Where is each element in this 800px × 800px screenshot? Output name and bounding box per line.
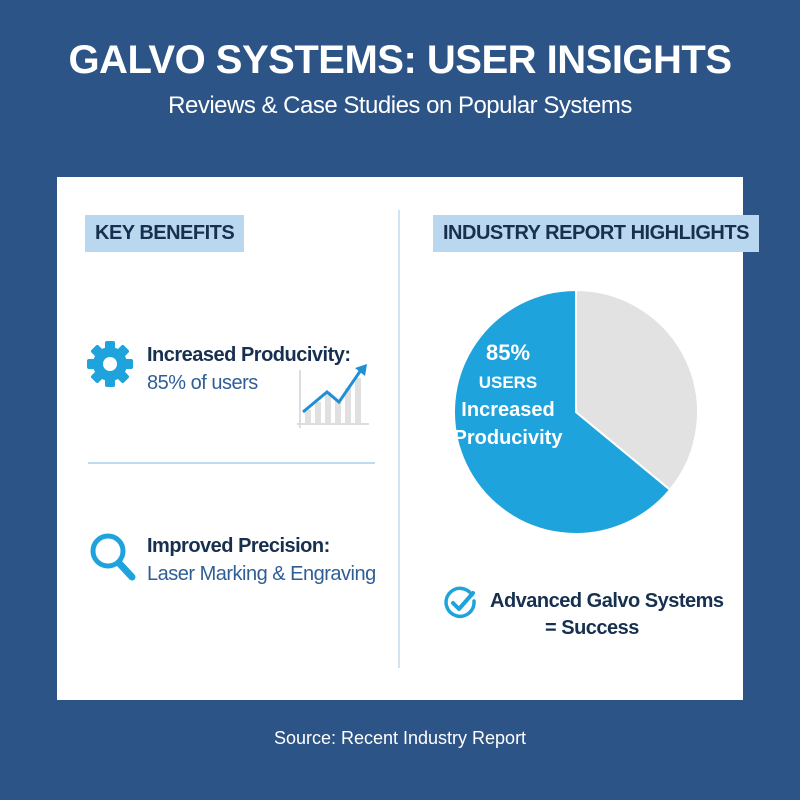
conclusion-line-2: = Success	[545, 617, 639, 639]
source-note: Source: Recent Industry Report	[273, 728, 527, 748]
vertical-divider	[398, 210, 400, 668]
benefit-productivity-detail: 85% of users	[147, 372, 258, 394]
page-subtitle: Reviews & Case Studies on Popular System…	[168, 92, 632, 119]
pie-slice-0	[453, 288, 672, 535]
pie-label-line: 85%	[486, 340, 530, 365]
benefit-precision-title: Improved Precision:	[147, 535, 330, 557]
industry-report-badge: INDUSTRY REPORT HIGHLIGHTS	[433, 215, 759, 252]
trend-chart-icon	[297, 364, 369, 428]
check-circle-icon	[444, 586, 476, 619]
benefit-precision-detail: Laser Marking & Engraving	[147, 563, 376, 585]
key-benefits-badge: KEY BENEFITS	[85, 215, 245, 252]
pie-chart: 85% USERS Increased Producivity	[453, 288, 699, 535]
benefit-productivity-title: Increased Producivity:	[147, 344, 351, 366]
search-icon	[90, 533, 136, 581]
pie-slice-1	[575, 288, 699, 492]
pie-label-line: Increased	[461, 399, 554, 421]
horizontal-divider	[88, 462, 375, 464]
gear-icon	[87, 341, 133, 387]
page-title: GALVO SYSTEMS: USER INSIGHTS	[68, 38, 732, 82]
conclusion-line-1: Advanced Galvo Systems	[490, 590, 724, 612]
pie-label-line: USERS	[479, 373, 538, 392]
pie-label-line: Producivity	[454, 427, 564, 449]
